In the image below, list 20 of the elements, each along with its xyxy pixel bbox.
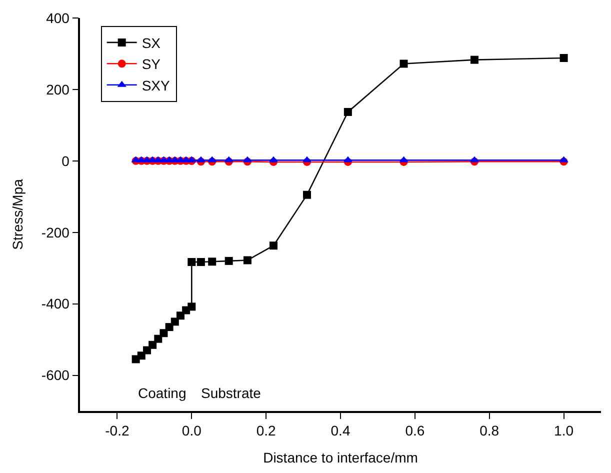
y-tick-label: 400 xyxy=(46,10,70,26)
x-tick-label: 0.4 xyxy=(330,422,350,439)
x-tick-label: -0.2 xyxy=(105,422,130,439)
legend-label: SY xyxy=(142,56,162,72)
annotation: Coating xyxy=(138,385,186,401)
x-tick-label: 0.8 xyxy=(480,422,500,439)
x-tick-label: 0.2 xyxy=(256,422,276,439)
legend-label: SXY xyxy=(142,77,171,94)
x-axis-title: Distance to interface/mm xyxy=(263,449,418,466)
y-tick-label: -200 xyxy=(41,224,70,240)
y-axis-title: Stress/Mpa xyxy=(10,178,26,250)
x-tick-label: 0.0 xyxy=(182,422,202,439)
y-tick-label: -600 xyxy=(41,367,70,384)
x-tick-label: 1.0 xyxy=(554,422,574,439)
y-tick-label: -400 xyxy=(41,296,70,312)
legend-label: SX xyxy=(142,34,162,51)
y-tick-label: 0 xyxy=(62,152,70,169)
x-tick-label: 0.6 xyxy=(405,422,425,439)
annotation: Substrate xyxy=(201,385,262,401)
y-tick-label: 200 xyxy=(46,81,70,98)
